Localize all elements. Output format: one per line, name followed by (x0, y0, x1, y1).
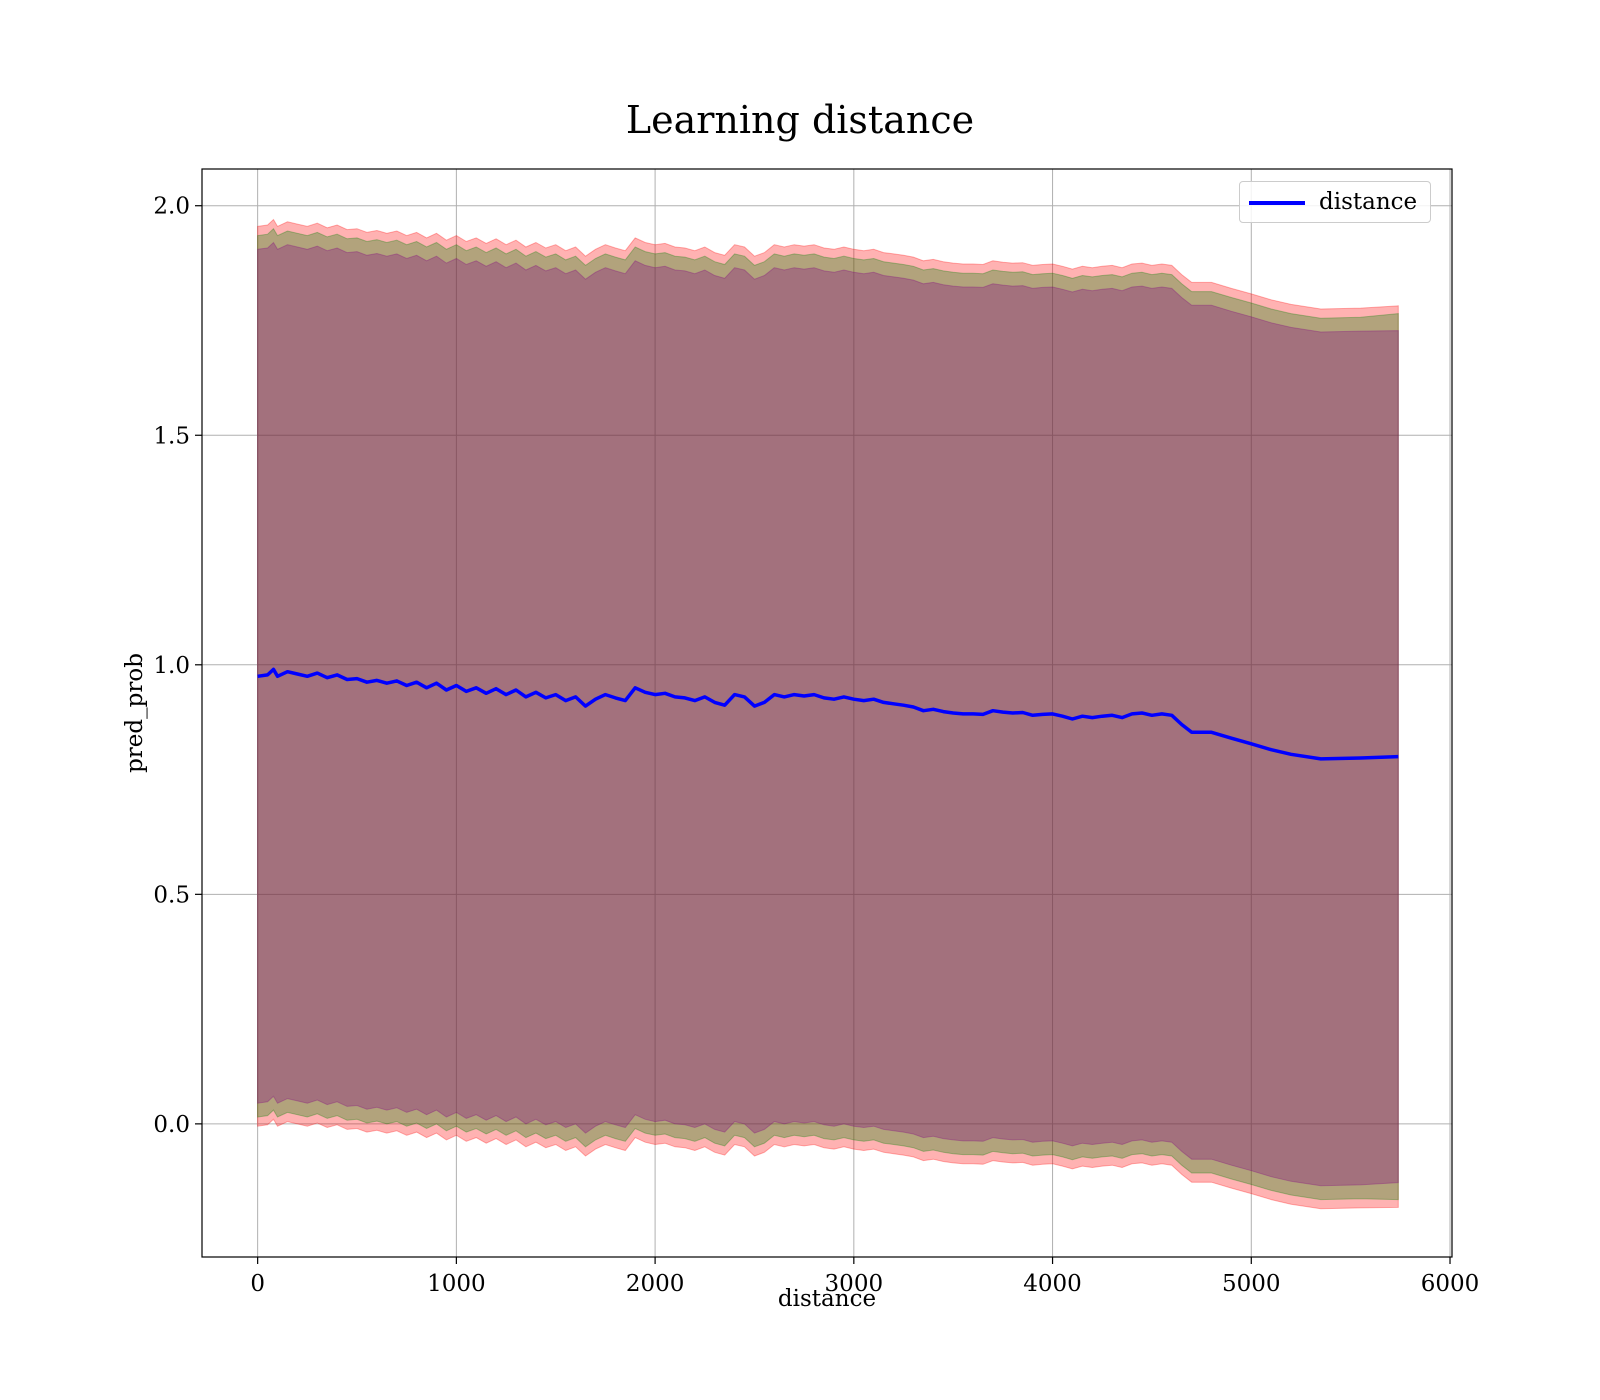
plot-area-frame (201, 168, 1453, 1258)
x-axis-label: distance (777, 1286, 877, 1312)
confidence-bands (257, 218, 1399, 1210)
x-tick-label: 3000 (825, 1271, 884, 1297)
confidence-band-1 (257, 218, 1399, 1210)
y-tick-label: 0.0 (153, 1112, 190, 1138)
series-line-distance (257, 667, 1399, 761)
y-tick-label: 0.5 (153, 882, 190, 908)
x-tick-label: 2000 (626, 1271, 685, 1297)
legend-label-distance: distance (1319, 189, 1418, 215)
y-tick-label: 2.0 (153, 194, 190, 220)
chart-title: Learning distance (625, 98, 975, 142)
legend: distance (1239, 181, 1431, 223)
confidence-band-3 (257, 241, 1399, 1187)
confidence-band-2 (257, 227, 1399, 1201)
y-tick-label: 1.0 (153, 653, 190, 679)
y-tick-label: 1.5 (153, 423, 190, 449)
x-tick-label: 5000 (1222, 1271, 1281, 1297)
x-tick-label: 6000 (1421, 1271, 1480, 1297)
y-axis-label: pred_prob (122, 653, 148, 773)
axis-ticks: 0 1000 2000 3000 4000 5000 6000 0.0 0.5 1.0 1.5 2.0 (153, 194, 1479, 1297)
x-tick-label: 0 (250, 1271, 265, 1297)
legend-swatch-distance (1249, 201, 1305, 205)
x-tick-label: 4000 (1023, 1271, 1082, 1297)
x-tick-label: 1000 (427, 1271, 486, 1297)
series-lines (257, 667, 1399, 761)
